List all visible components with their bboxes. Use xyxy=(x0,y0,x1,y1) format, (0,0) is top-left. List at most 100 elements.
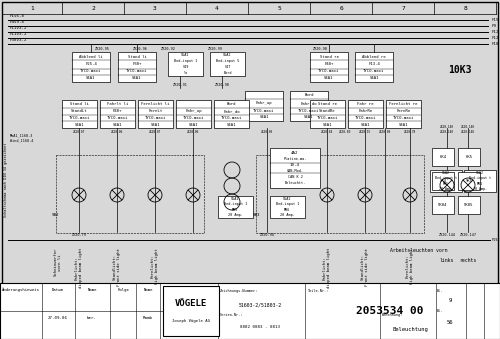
Text: S4A1: S4A1 xyxy=(369,76,379,80)
Text: Benennung:: Benennung: xyxy=(382,313,403,317)
Text: Fahr_do: Fahr_do xyxy=(223,109,240,114)
Text: 9: 9 xyxy=(448,299,452,303)
Bar xyxy=(62,100,97,128)
Text: Standlicht:
Front side light: Standlicht: Front side light xyxy=(112,248,122,286)
Text: F48+: F48+ xyxy=(324,62,334,66)
Text: F30+: F30+ xyxy=(132,62,142,66)
Text: Beleuchtung: Beleuchtung xyxy=(392,326,428,332)
Text: Beleuchtt.: Beleuchtt. xyxy=(284,181,306,185)
Text: ZX20.06: ZX20.06 xyxy=(111,130,123,134)
Text: 2: 2 xyxy=(91,5,95,11)
Text: F15: F15 xyxy=(491,18,498,22)
Text: F30v3.2: F30v3.2 xyxy=(10,38,28,42)
Text: S4A1: S4A1 xyxy=(324,76,334,80)
Text: 1: 1 xyxy=(30,5,34,11)
Text: Stand re: Stand re xyxy=(318,102,337,106)
Text: ZX20.06: ZX20.06 xyxy=(187,130,199,134)
Text: M05: M05 xyxy=(232,208,238,212)
Text: 5K04: 5K04 xyxy=(438,203,448,207)
Text: ZX20.09: ZX20.09 xyxy=(261,130,273,134)
Text: lo: lo xyxy=(184,71,188,75)
Text: Name: Name xyxy=(88,288,97,292)
Text: Joseph Vögele AG: Joseph Vögele AG xyxy=(172,319,210,323)
Text: Fahr_do: Fahr_do xyxy=(300,101,318,105)
Text: 5: 5 xyxy=(277,5,281,11)
Text: S47: S47 xyxy=(224,65,230,69)
Text: F11v3.2: F11v3.2 xyxy=(10,32,28,36)
Text: ZX20.140: ZX20.140 xyxy=(440,125,454,129)
Text: Bed.input t: Bed.input t xyxy=(435,176,457,180)
Text: ZX20.09: ZX20.09 xyxy=(379,130,391,134)
Bar xyxy=(458,172,480,190)
Text: 27.09.06: 27.09.06 xyxy=(48,316,68,320)
Text: 20 Amp.: 20 Amp. xyxy=(280,213,295,217)
Text: S4A1: S4A1 xyxy=(86,76,96,80)
Text: FernLt: FernLt xyxy=(148,109,162,114)
Text: ZX20.07: ZX20.07 xyxy=(149,130,161,134)
Text: 6: 6 xyxy=(339,5,343,11)
Text: S5A2: S5A2 xyxy=(223,53,232,57)
Text: 6K5: 6K5 xyxy=(466,155,472,159)
Text: 6K4: 6K4 xyxy=(440,155,446,159)
Bar xyxy=(348,100,383,128)
Text: MoA1_1168.3: MoA1_1168.3 xyxy=(10,133,34,137)
Text: Scheinwerfer
vorn li: Scheinwerfer vorn li xyxy=(54,248,62,277)
Bar xyxy=(138,100,173,128)
Text: Bord: Bord xyxy=(227,102,236,106)
Text: Fernlicht:
high beam light: Fernlicht: high beam light xyxy=(406,248,414,284)
Text: 10K3: 10K3 xyxy=(448,65,472,75)
Text: Bl.: Bl. xyxy=(437,309,444,313)
Text: ZX20.91: ZX20.91 xyxy=(172,83,188,87)
Bar xyxy=(430,170,462,192)
Text: S4A1: S4A1 xyxy=(259,115,269,119)
Text: 4: 4 xyxy=(215,5,219,11)
Text: Stand li: Stand li xyxy=(70,102,89,106)
Bar xyxy=(256,155,424,233)
Text: Fernlicht re: Fernlicht re xyxy=(389,102,418,106)
Text: F19/20.1: F19/20.1 xyxy=(492,238,500,242)
Bar xyxy=(432,148,454,166)
Text: F13.4: F13.4 xyxy=(368,62,380,66)
Text: 9B2: 9B2 xyxy=(52,213,60,217)
Text: ZX20.79: ZX20.79 xyxy=(72,233,86,237)
Text: ZX20.95: ZX20.95 xyxy=(94,47,110,51)
Text: TYCO-maxi: TYCO-maxi xyxy=(318,69,340,74)
Text: Stand li: Stand li xyxy=(128,55,146,59)
Text: F18: F18 xyxy=(491,42,498,46)
Text: 51603-2/51803-2: 51603-2/51803-2 xyxy=(238,302,282,307)
Bar xyxy=(290,91,328,121)
Text: ZX20.96: ZX20.96 xyxy=(132,47,148,51)
Text: Teile-Nr.:: Teile-Nr.: xyxy=(308,289,329,293)
Text: S4A1: S4A1 xyxy=(75,123,84,127)
Text: TYCO-maxi: TYCO-maxi xyxy=(364,69,384,74)
Text: links: links xyxy=(440,258,454,262)
Text: 20 Amp.: 20 Amp. xyxy=(228,213,243,217)
Text: TYCO-maxi: TYCO-maxi xyxy=(254,108,274,113)
Bar xyxy=(168,52,203,76)
Text: Bord: Bord xyxy=(304,94,314,98)
Text: S5A2: S5A2 xyxy=(442,171,450,175)
Text: 2053534 00: 2053534 00 xyxy=(356,306,424,316)
Bar xyxy=(355,52,393,82)
Text: 20 Amp.: 20 Amp. xyxy=(473,187,487,191)
Text: Schaltschema nach DIN 34 gezeichnet: Schaltschema nach DIN 34 gezeichnet xyxy=(4,143,8,217)
Text: TYCO-maxi: TYCO-maxi xyxy=(126,69,148,74)
Text: Ramb: Ramb xyxy=(143,316,153,320)
Text: S4A1: S4A1 xyxy=(361,123,370,127)
Text: F12: F12 xyxy=(491,30,498,34)
Bar xyxy=(386,100,421,128)
Text: StandRe: StandRe xyxy=(319,109,336,114)
Text: F1v6.8: F1v6.8 xyxy=(10,14,25,18)
Bar xyxy=(270,148,320,188)
Text: S49: S49 xyxy=(182,65,188,69)
Text: 56: 56 xyxy=(447,320,453,325)
Text: F25.4: F25.4 xyxy=(85,62,97,66)
Text: Fahr_up: Fahr_up xyxy=(256,101,272,105)
Text: S5A2: S5A2 xyxy=(181,53,190,57)
Text: Fahrlt li: Fahrlt li xyxy=(107,102,128,106)
Text: Wind_1168.4: Wind_1168.4 xyxy=(10,138,34,142)
Text: Änderungshinweis: Änderungshinweis xyxy=(2,288,40,292)
Bar xyxy=(458,196,480,214)
Text: S4A1: S4A1 xyxy=(151,123,160,127)
Bar xyxy=(270,196,305,218)
